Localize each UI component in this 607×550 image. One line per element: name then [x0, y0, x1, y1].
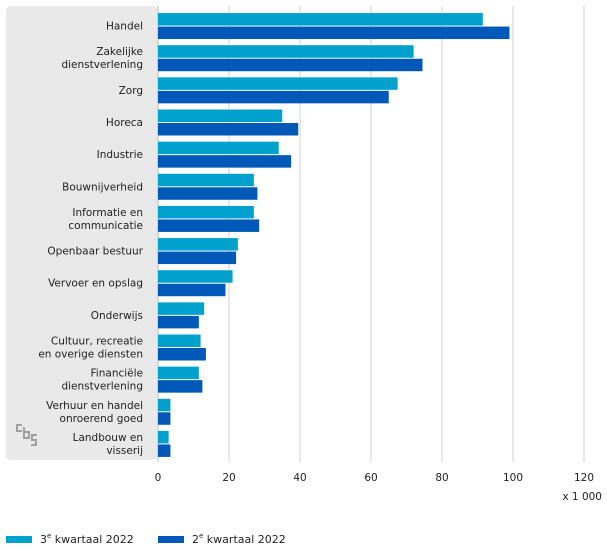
axis-unit-label: x 1 000	[562, 491, 602, 503]
category-label-8-0: Vervoer en opslag	[48, 278, 143, 290]
category-label-10-1: en overige diensten	[38, 349, 143, 361]
bar-q2-4	[158, 155, 292, 168]
bar-q2-1	[158, 58, 423, 72]
bar-q3-9	[158, 302, 205, 315]
category-label-13-1: visserij	[106, 445, 143, 457]
legend-label-q2: 2e kwartaal 2022	[192, 532, 286, 546]
x-tick-label-80: 80	[435, 472, 448, 484]
bar-q3-12	[158, 398, 171, 412]
category-label-13-0: Landbouw en	[73, 432, 143, 444]
grid-lines	[157, 6, 585, 462]
category-label-0-0: Handel	[106, 21, 143, 33]
cbs-logo-icon	[16, 424, 37, 446]
category-label-6-1: communicatie	[68, 220, 143, 232]
bar-q2-9	[158, 315, 199, 329]
bar-q2-11	[158, 380, 203, 393]
bar-q3-0	[158, 13, 483, 26]
category-label-2-0: Zorg	[119, 85, 143, 97]
bar-q2-0	[158, 26, 510, 40]
category-label-10-0: Cultuur, recreatie	[51, 336, 143, 348]
bar-q3-13	[158, 430, 169, 444]
category-label-5-0: Bouwnijverheid	[62, 181, 143, 193]
x-axis-ticks: 0 20 40 60 80 100 120	[155, 472, 594, 484]
bar-q2-8	[158, 283, 226, 297]
category-label-3-0: Horeca	[106, 117, 143, 129]
bar-q3-5	[158, 173, 254, 187]
bar-q3-7	[158, 238, 238, 251]
category-label-1-1: dienstverlening	[61, 59, 143, 71]
bar-q2-13	[158, 444, 171, 457]
category-label-9-0: Onderwijs	[91, 310, 143, 322]
category-label-11-0: Financiële	[91, 368, 143, 380]
x-tick-label-60: 60	[364, 472, 377, 484]
category-labels: HandelZakelijkedienstverleningZorgHoreca…	[38, 21, 143, 457]
legend-item-q2: 2e kwartaal 2022	[158, 532, 286, 546]
category-label-11-1: dienstverlening	[61, 381, 143, 393]
bar-q2-7	[158, 251, 237, 265]
legend-swatch-q3	[6, 535, 32, 543]
legend-swatch-q2	[158, 535, 184, 543]
legend-item-q3: 3e kwartaal 2022	[6, 532, 158, 546]
bar-q3-1	[158, 45, 414, 58]
bar-q2-2	[158, 90, 389, 104]
category-label-panel	[6, 6, 158, 460]
bar-q3-4	[158, 141, 279, 155]
category-label-12-1: onroerend goed	[60, 413, 143, 425]
category-label-6-0: Informatie en	[72, 207, 143, 219]
x-tick-label-40: 40	[293, 472, 306, 484]
legend: 3e kwartaal 2022 2e kwartaal 2022	[6, 532, 286, 546]
category-label-4-0: Industrie	[97, 149, 143, 161]
x-tick-label-120: 120	[574, 472, 594, 484]
x-tick-label-100: 100	[503, 472, 523, 484]
bar-q3-11	[158, 366, 199, 380]
bar-q2-5	[158, 187, 258, 200]
bar-q2-3	[158, 123, 299, 136]
category-label-12-0: Verhuur en handel	[46, 400, 143, 412]
bar-q2-12	[158, 412, 171, 425]
x-tick-label-20: 20	[222, 472, 235, 484]
bar-q3-6	[158, 205, 254, 219]
category-label-1-0: Zakelijke	[96, 46, 143, 58]
x-tick-label-0: 0	[155, 472, 162, 484]
bar-q3-3	[158, 109, 283, 122]
bar-q2-6	[158, 219, 260, 232]
bars-group	[158, 13, 510, 457]
category-label-7-0: Openbaar bestuur	[47, 246, 143, 258]
bar-q3-8	[158, 270, 233, 283]
bar-q3-10	[158, 334, 201, 347]
bar-q3-2	[158, 77, 398, 90]
legend-label-q3: 3e kwartaal 2022	[40, 532, 134, 546]
bar-q2-10	[158, 348, 206, 361]
